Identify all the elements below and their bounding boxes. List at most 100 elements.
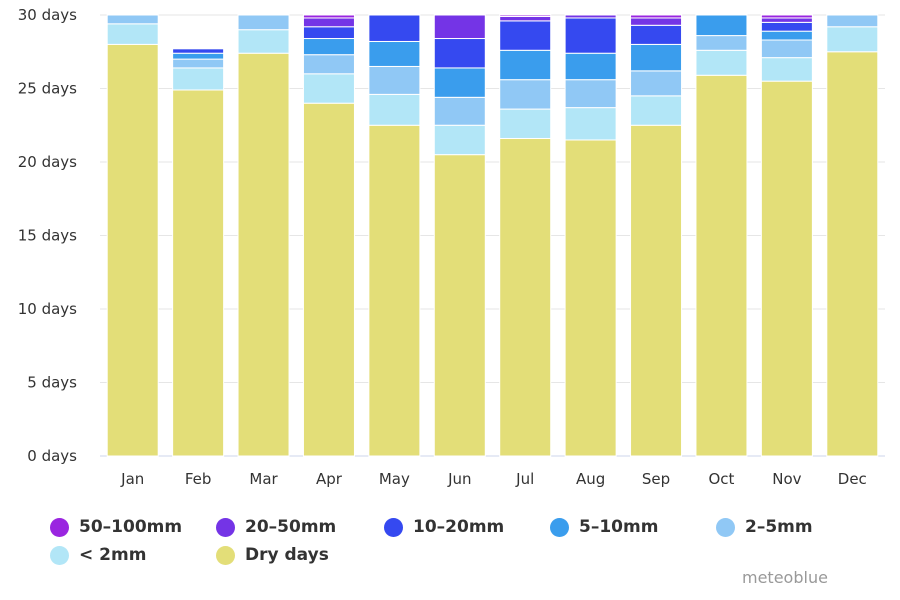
bar-segment[interactable]: [564, 52, 617, 81]
bar-segment[interactable]: [760, 14, 813, 19]
bar-segment[interactable]: [433, 96, 486, 126]
legend-item-20-50mm[interactable]: 20–50mm: [216, 514, 336, 540]
bar-segment[interactable]: [433, 14, 486, 40]
bar-segment[interactable]: [302, 102, 355, 457]
bar-segment[interactable]: [237, 52, 290, 457]
legend-item-2-5mm[interactable]: 2–5mm: [716, 514, 813, 540]
bar-segment[interactable]: [172, 89, 225, 457]
bar-segment[interactable]: [499, 137, 552, 457]
bar-segment[interactable]: [760, 57, 813, 82]
bar-segment[interactable]: [172, 52, 225, 60]
bar-segment[interactable]: [433, 38, 486, 69]
x-tick-label: Jun: [447, 470, 471, 488]
legend-dot-icon: [216, 545, 235, 565]
bar-segment[interactable]: [237, 14, 290, 31]
x-tick-label: Mar: [249, 470, 278, 488]
legend-item-10-20mm[interactable]: 10–20mm: [384, 514, 504, 540]
bar-segment[interactable]: [368, 14, 421, 42]
bar-segment[interactable]: [499, 108, 552, 139]
bar-segment[interactable]: [760, 80, 813, 457]
bar-stack-jan[interactable]: [106, 14, 159, 457]
bar-segment[interactable]: [630, 124, 683, 457]
bar-segment[interactable]: [826, 51, 879, 457]
bar-segment[interactable]: [695, 74, 748, 457]
bar-segment[interactable]: [368, 65, 421, 95]
bar-segment[interactable]: [106, 23, 159, 45]
x-tick-label: Aug: [576, 470, 605, 488]
y-tick-label: 25 days: [18, 80, 77, 98]
bar-segment[interactable]: [433, 154, 486, 457]
bar-stack-apr[interactable]: [302, 14, 355, 457]
bar-segment[interactable]: [499, 14, 552, 17]
bar-segment[interactable]: [499, 79, 552, 110]
bar-segment[interactable]: [760, 39, 813, 59]
legend-label: < 2mm: [79, 545, 147, 565]
legend-dot-icon: [716, 517, 735, 537]
bar-segment[interactable]: [564, 79, 617, 109]
bar-segment[interactable]: [106, 43, 159, 457]
bar-segment[interactable]: [630, 17, 683, 26]
bar-segment[interactable]: [172, 58, 225, 69]
bar-segment[interactable]: [237, 29, 290, 54]
bar-segment[interactable]: [368, 93, 421, 126]
bar-stack-nov[interactable]: [760, 14, 813, 457]
bar-segment[interactable]: [564, 14, 617, 19]
bar-stack-dec[interactable]: [826, 14, 879, 457]
bar-segment[interactable]: [499, 15, 552, 22]
bar-segment[interactable]: [630, 70, 683, 97]
bar-segment[interactable]: [302, 54, 355, 75]
x-tick-label: Jan: [120, 470, 144, 488]
bar-segment[interactable]: [499, 49, 552, 81]
bar-segment[interactable]: [630, 24, 683, 45]
bar-segment[interactable]: [499, 20, 552, 51]
bar-segment[interactable]: [760, 21, 813, 32]
x-tick-label: Nov: [772, 470, 801, 488]
bar-segment[interactable]: [695, 35, 748, 51]
bar-segment[interactable]: [630, 43, 683, 72]
legend-item-50-100mm[interactable]: 50–100mm: [50, 514, 182, 540]
legend-item-5-10mm[interactable]: 5–10mm: [550, 514, 658, 540]
bar-segment[interactable]: [695, 14, 748, 37]
bar-segment[interactable]: [172, 67, 225, 91]
bar-stack-jul[interactable]: [499, 14, 552, 457]
bar-segment[interactable]: [760, 30, 813, 41]
bar-segment[interactable]: [106, 14, 159, 25]
legend-label: 2–5mm: [745, 517, 813, 537]
bar-stack-jun[interactable]: [433, 14, 486, 457]
bar-segment[interactable]: [760, 17, 813, 23]
bar-segment[interactable]: [172, 48, 225, 54]
bar-segment[interactable]: [826, 26, 879, 53]
bar-segment[interactable]: [302, 14, 355, 19]
bar-segment[interactable]: [630, 95, 683, 126]
bar-segment[interactable]: [368, 40, 421, 67]
bar-segment[interactable]: [564, 17, 617, 54]
bar-stack-sep[interactable]: [630, 14, 683, 457]
bar-stack-oct[interactable]: [695, 14, 748, 457]
bar-segment[interactable]: [630, 14, 683, 19]
grid-lines: [100, 14, 885, 457]
bar-segment[interactable]: [433, 124, 486, 156]
legend-dot-icon: [384, 517, 403, 537]
credit-link[interactable]: meteoblue: [742, 568, 828, 587]
legend-label: Dry days: [245, 545, 329, 565]
legend-dot-icon: [216, 517, 235, 537]
legend-item-under-2mm[interactable]: < 2mm: [50, 542, 146, 568]
bar-segment[interactable]: [564, 107, 617, 141]
bar-stack-aug[interactable]: [564, 14, 617, 457]
bar-segment[interactable]: [695, 49, 748, 76]
bar-stack-feb[interactable]: [172, 48, 225, 457]
bar-segment[interactable]: [368, 124, 421, 457]
bar-segment[interactable]: [302, 26, 355, 40]
bar-segment[interactable]: [302, 38, 355, 56]
y-tick-label: 0 days: [27, 447, 77, 465]
bar-segment[interactable]: [433, 67, 486, 98]
x-tick-label: Feb: [185, 470, 212, 488]
bar-segment[interactable]: [302, 73, 355, 104]
bar-segment[interactable]: [826, 14, 879, 28]
x-tick-label: May: [379, 470, 410, 488]
bar-segment[interactable]: [302, 17, 355, 28]
bar-stack-mar[interactable]: [237, 14, 290, 457]
legend-item-dry-days[interactable]: Dry days: [216, 542, 329, 568]
bar-segment[interactable]: [564, 139, 617, 457]
bar-stack-may[interactable]: [368, 14, 421, 457]
